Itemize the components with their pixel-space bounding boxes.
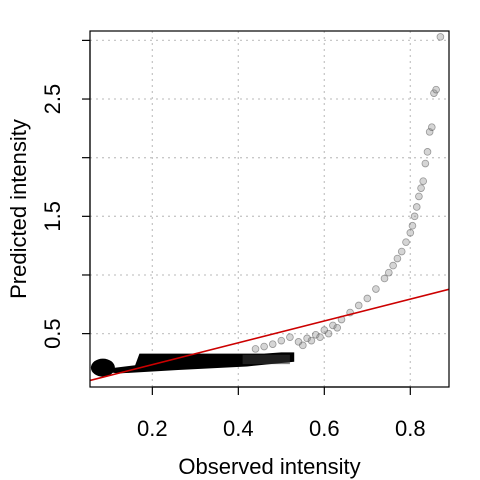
x-tick-label: 0.4 — [223, 416, 254, 441]
dense-band-cap — [90, 358, 115, 377]
y-axis-label: Predicted intensity — [6, 119, 31, 299]
x-tick-label: 0.2 — [137, 416, 168, 441]
data-point — [268, 340, 277, 348]
data-point — [333, 323, 342, 332]
y-axis: 0.5 1.5 2.5 — [40, 39, 91, 349]
data-point — [408, 221, 417, 230]
data-point — [406, 228, 415, 237]
x-axis-label: Observed intensity — [178, 454, 360, 479]
data-point — [303, 334, 311, 343]
data-point — [410, 212, 419, 221]
data-point — [423, 148, 432, 156]
data-point — [260, 342, 268, 351]
data-point — [307, 336, 316, 345]
reference-line — [90, 288, 449, 382]
data-point — [363, 294, 372, 303]
data-point — [316, 333, 324, 341]
data-point — [415, 192, 423, 201]
x-tick-label: 0.8 — [395, 416, 426, 441]
dense-band-fade — [242, 354, 290, 365]
data-point — [311, 331, 320, 339]
data-point — [402, 238, 410, 246]
data-point — [277, 336, 286, 345]
data-point — [419, 177, 428, 185]
data-point — [412, 203, 421, 211]
data-points — [251, 33, 445, 353]
y-tick-label: 0.5 — [40, 318, 65, 349]
data-point — [389, 261, 397, 270]
data-point — [329, 321, 337, 330]
data-point — [421, 159, 430, 168]
data-point — [428, 123, 436, 131]
data-point — [354, 301, 363, 310]
data-point — [286, 333, 294, 341]
x-tick-label: 0.6 — [309, 416, 340, 441]
data-point — [385, 268, 393, 277]
data-point — [436, 33, 445, 41]
data-point — [324, 329, 333, 338]
data-point — [299, 341, 307, 350]
data-point — [372, 285, 380, 293]
dense-point-band — [90, 352, 295, 377]
x-axis: 0.2 0.4 0.6 0.8 — [137, 386, 426, 441]
y-tick-label: 1.5 — [40, 201, 65, 232]
data-point — [380, 274, 389, 283]
y-tick-label: 2.5 — [40, 84, 65, 115]
data-point — [393, 254, 402, 263]
data-point — [417, 184, 425, 192]
data-point — [432, 85, 440, 94]
data-point — [397, 247, 406, 256]
grid-lines — [90, 31, 449, 387]
plot-frame — [89, 30, 450, 388]
data-point — [251, 345, 260, 353]
